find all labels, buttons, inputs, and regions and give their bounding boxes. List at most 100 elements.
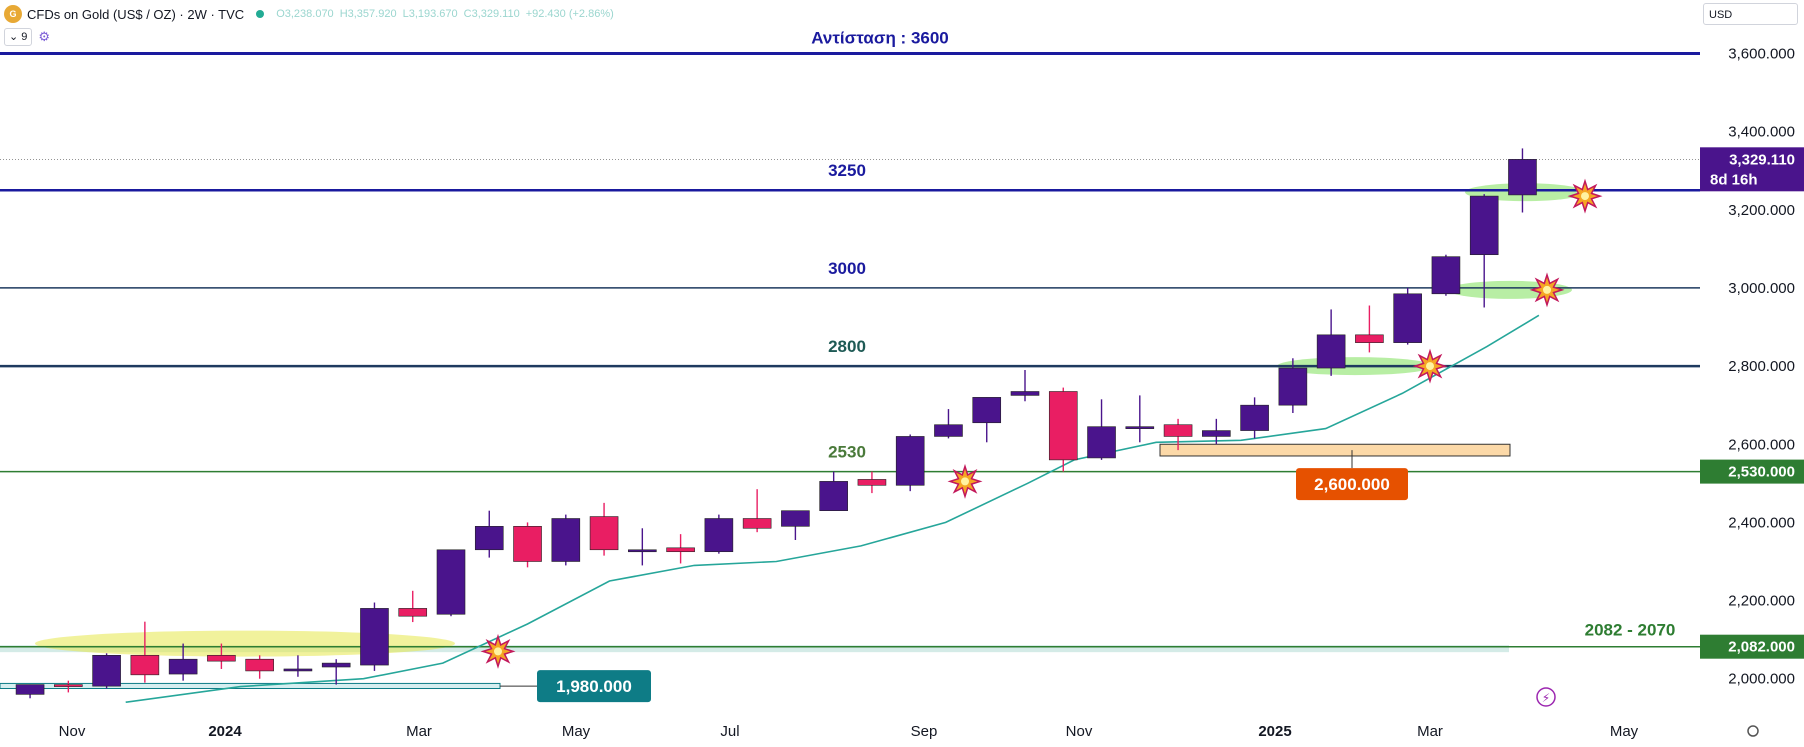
x-tick-label: Nov [1066,723,1093,740]
y-tick-label: 2,600.000 [1728,436,1795,453]
x-tick-label: May [1610,723,1639,740]
candle-body [513,526,542,562]
price-tag-label: 2,530.000 [1728,464,1795,481]
candle-body [1469,195,1499,256]
candle-body [130,654,160,676]
flash-icon-glyph: ⚡ [1542,691,1550,705]
currency-select[interactable]: USD [1703,3,1798,25]
callout-label: 2,600.000 [1314,475,1390,494]
x-tick-label: Jul [720,723,739,740]
candle-body [895,436,925,486]
price-tag-label: 3,329.110 [1729,151,1795,168]
y-tick-label: 2,800.000 [1728,358,1795,375]
x-tick-label: Nov [59,723,86,740]
candle-body [972,397,1002,424]
y-tick-label: 2,400.000 [1728,514,1795,531]
candle-body [1393,293,1422,343]
level-label: 3000 [828,259,866,278]
flash-icon [1536,687,1556,707]
candle-body [1163,424,1193,437]
indicator-toggle[interactable]: ⌄ 9 [4,28,33,46]
candle-body [283,668,313,672]
zone-2600 [1159,443,1511,457]
price-tag [1700,634,1804,659]
level-label: Αντίσταση : 3600 [811,28,949,47]
candle-body [54,684,83,687]
breakout-marker-core [494,647,502,656]
breakout-marker-core [961,477,969,486]
x-tick-label: 2025 [1258,723,1291,740]
y-tick-label: 3,400.000 [1728,124,1795,141]
candle-body [551,518,581,562]
y-tick-label: 2,000.000 [1728,671,1795,688]
y-tick-label: 2,200.000 [1728,593,1795,610]
callout-box [537,670,651,703]
candle-body [436,549,466,615]
candle-body [398,608,428,617]
level-label: 3250 [828,161,866,180]
candle-body [1010,391,1040,396]
candle-body [474,526,504,551]
candle-body [1508,159,1537,196]
candle-body [321,662,351,668]
candle-body [360,608,389,666]
candle-body [1431,256,1461,295]
symbol-title[interactable]: CFDs on Gold (US$ / OZ) · 2W · TVC [27,6,245,22]
ema-line [125,314,1540,703]
x-tick-label: Sep [911,723,938,740]
callout-box [1296,468,1408,501]
candle-body [245,658,274,672]
candle-body [666,547,695,553]
ohlc-high: H3,357.920 [339,8,397,20]
level-label: 2800 [828,337,866,356]
ohlc-close: C3,329.110 [463,8,520,20]
candle-body [1355,334,1384,343]
candle-body [1278,367,1308,406]
gold-logo-icon: G [4,5,22,23]
x-tick-label: 2024 [208,723,242,740]
x-tick-label: May [562,723,591,740]
support-zone-band [0,645,1509,653]
y-tick-label: 3,600.000 [1728,45,1795,62]
candle-body [1316,334,1346,369]
candle-body [1125,426,1155,429]
candle-body [819,481,848,511]
candle-body [92,654,121,687]
candle-body [704,518,734,553]
x-tick-label: Mar [1417,723,1443,740]
breakout-marker-core [1581,192,1589,201]
chart-header: G CFDs on Gold (US$ / OZ) · 2W · TVC O3,… [4,4,620,24]
candle-body [1048,391,1078,461]
price-tag [1700,147,1804,192]
candle-body [1202,430,1231,437]
candle-body [168,658,198,675]
settings-icon[interactable]: ⚙ [38,29,51,44]
candle-body [1087,426,1116,459]
candle-body [934,424,963,437]
price-tag [1700,459,1804,484]
price-tag-label: 2,082.000 [1728,639,1795,656]
y-tick-label: 3,200.000 [1728,202,1795,219]
breakout-marker-core [1543,285,1551,294]
ohlc-open: O3,238.070 [276,8,334,20]
breakout-marker-core [1426,362,1434,371]
highlight-ellipse [35,630,455,657]
y-tick-label: 3,000.000 [1728,280,1795,297]
level-label: 2530 [828,443,866,462]
candle-body [628,549,657,553]
candle-body [1240,404,1269,431]
candle-body [781,510,810,527]
settings-gear-icon [1747,725,1759,737]
candle-body [742,518,772,529]
ohlc-low: L3,193.670 [402,8,458,20]
x-tick-label: Mar [406,723,432,740]
level-label: 2082 - 2070 [1585,621,1676,640]
price-tag-countdown: 8d 16h [1710,171,1758,188]
callout-label: 1,980.000 [556,677,632,696]
market-status-icon [256,10,265,18]
ohlc-change: +92.430 (+2.86%) [525,8,614,20]
candle-body [589,516,619,551]
candle-body [15,684,45,695]
candle-body [207,654,236,662]
